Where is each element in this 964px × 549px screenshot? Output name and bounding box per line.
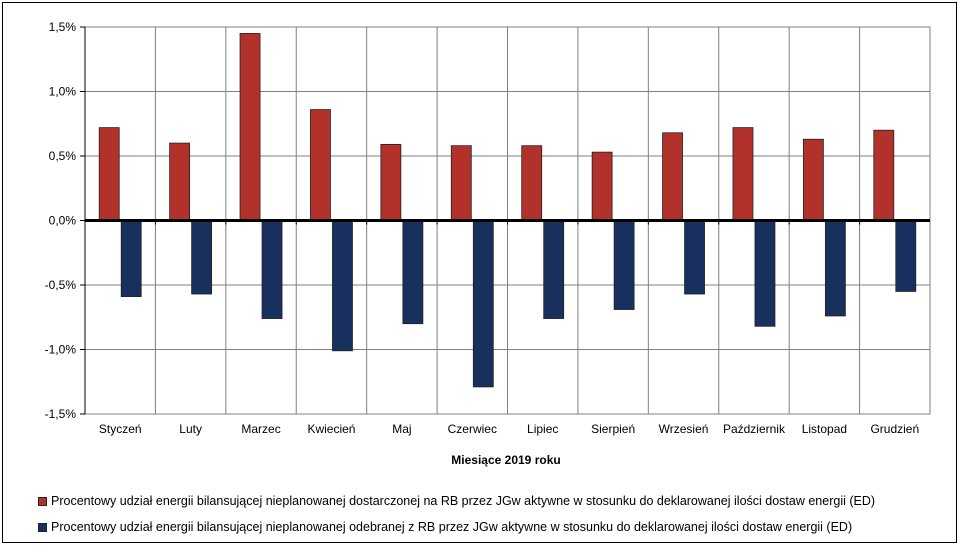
bar-delivered: [310, 109, 331, 221]
legend-swatch-received: [38, 522, 47, 532]
bar-delivered: [662, 132, 683, 221]
bar-received: [120, 220, 142, 298]
bar-received: [191, 220, 213, 295]
legend-swatch-delivered: [38, 496, 47, 506]
legend-label-delivered: Procentowy udział energii bilansującej n…: [51, 494, 876, 508]
y-tick-label: -1,0%: [45, 343, 77, 357]
bar-received: [895, 220, 917, 292]
x-axis-title: Miesiące 2019 roku: [451, 453, 560, 467]
bar-received: [402, 220, 424, 325]
bar-received: [261, 220, 283, 319]
x-tick-label: Wrzesień: [659, 422, 709, 436]
bar-delivered: [98, 127, 120, 221]
y-tick-label: 1,0%: [49, 85, 77, 99]
x-tick-label: Czerwiec: [448, 422, 497, 436]
y-tick-label: 0,0%: [49, 214, 77, 228]
x-tick-label: Kwiecień: [307, 422, 355, 436]
bar-delivered: [169, 142, 191, 221]
x-tick-label: Maj: [392, 422, 411, 436]
x-tick-label: Listopad: [802, 422, 847, 436]
x-tick-label: Październik: [723, 422, 786, 436]
bar-delivered: [873, 129, 895, 221]
bar-delivered: [450, 145, 472, 221]
bars-layer: [98, 33, 917, 388]
x-tick-label: Luty: [179, 422, 202, 436]
x-tick-labels: Styczeń Luty Marzec Kwiecień Maj Czerwiec Lipi…: [99, 422, 919, 436]
y-tick-labels: 1,5% 1,0% 0,5% 0,0% -0,5% -1,0% -1,5%: [45, 20, 77, 421]
bar-delivered: [802, 138, 824, 221]
y-tick-label: 1,5%: [49, 20, 77, 34]
x-tick-label: Lipiec: [527, 422, 558, 436]
bar-received: [543, 220, 565, 319]
legend-item-received: Procentowy udział energii bilansującej n…: [38, 520, 852, 534]
bar-delivered: [239, 33, 261, 221]
bar-received: [754, 220, 776, 327]
bar-received: [824, 220, 846, 317]
legend-item-delivered: Procentowy udział energii bilansującej n…: [38, 494, 875, 508]
bar-delivered: [380, 143, 402, 221]
x-tick-label: Marzec: [241, 422, 280, 436]
x-tick-label: Sierpień: [591, 422, 635, 436]
axis-layer: [80, 26, 930, 415]
bar-received: [684, 220, 705, 295]
bar-delivered: [591, 151, 613, 221]
bar-received: [613, 220, 635, 310]
x-tick-label: Styczeń: [99, 422, 142, 436]
bar-received: [472, 220, 494, 388]
y-tick-label: -1,5%: [45, 407, 77, 421]
bar-received: [332, 220, 353, 352]
legend-label-received: Procentowy udział energii bilansującej n…: [51, 520, 853, 534]
bar-delivered: [521, 145, 543, 221]
bar-delivered: [732, 127, 754, 221]
y-tick-label: -0,5%: [45, 278, 77, 292]
x-tick-label: Grudzień: [870, 422, 919, 436]
grid-layer: [84, 26, 931, 415]
y-tick-label: 0,5%: [49, 149, 77, 163]
